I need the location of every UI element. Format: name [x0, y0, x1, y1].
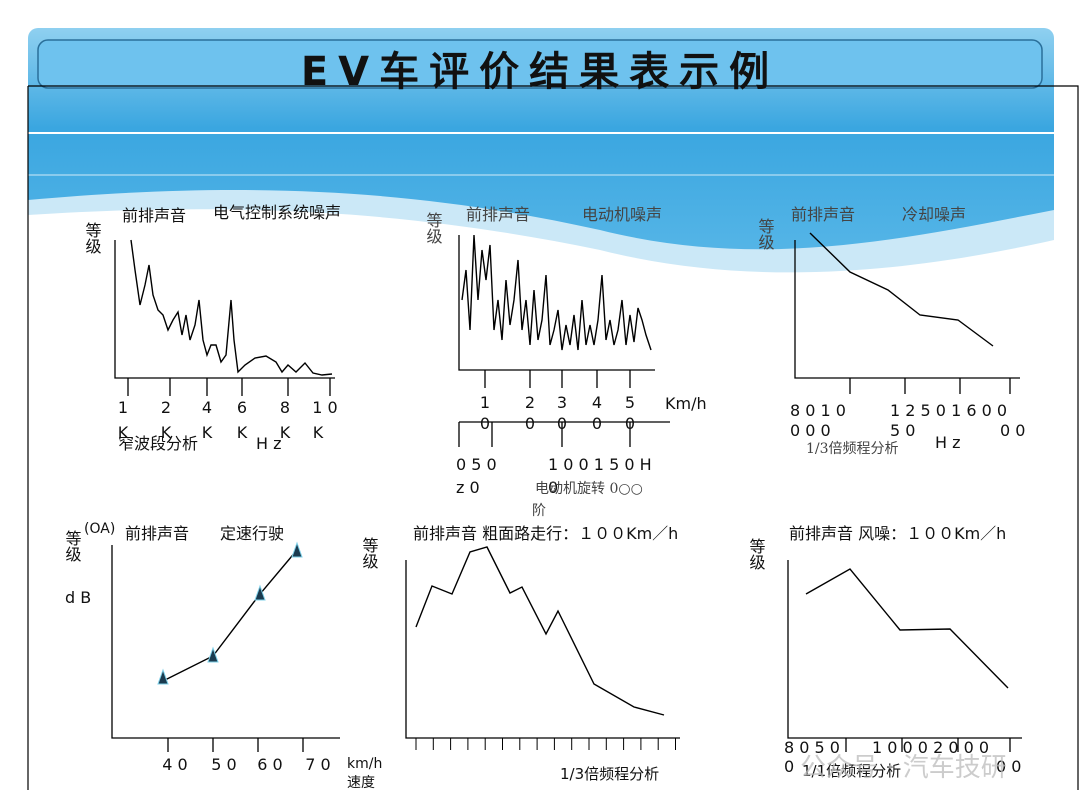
minor-ticks: [415, 738, 676, 750]
x-label: 电动机旋转 0○○: [535, 481, 643, 497]
curve: [805, 568, 1009, 689]
y-label: 等级: [756, 218, 775, 250]
tick-label: K: [202, 423, 213, 442]
axes: [111, 545, 340, 752]
x-label: 1/1倍频程分析: [802, 762, 901, 780]
tick-label: 0: [784, 757, 794, 776]
tick-label: 8: [280, 398, 290, 417]
y-unit: d B: [65, 588, 91, 607]
curve: [461, 234, 652, 351]
axes: [794, 240, 1020, 394]
tick-label: 0: [548, 478, 558, 497]
y-label: 等级: [83, 222, 102, 254]
tick-label: 4: [202, 398, 212, 417]
tick-label: 5 0: [211, 755, 236, 774]
watermark: 公众号 · 汽车技研: [800, 753, 1007, 783]
condition: 电动机噪声: [582, 205, 662, 224]
tick-label: 0 0: [996, 757, 1021, 776]
y-label: 等级: [63, 530, 82, 562]
axes: [458, 235, 670, 447]
unit: Km/h: [665, 394, 707, 413]
tick-label: K: [118, 423, 129, 442]
tick-label: 4 0: [162, 755, 187, 774]
axes: [114, 240, 335, 396]
tick-label: z 0: [456, 478, 480, 497]
tick-label: 1: [480, 393, 490, 412]
panel-title: 前排声音 粗面路走行：１００Km／h: [413, 524, 678, 543]
y-label: 等级: [360, 537, 379, 569]
curve: [415, 546, 665, 716]
condition: 电气控制系统噪声: [213, 203, 341, 222]
tick-label: 5 0: [890, 421, 915, 440]
tick-label: 6: [237, 398, 247, 417]
tick-label: 0: [625, 414, 635, 433]
tick-label: 5: [625, 393, 635, 412]
tick-label: 0: [557, 414, 567, 433]
x-label: 1/3倍频程分析: [560, 765, 659, 783]
tick-label: 2: [161, 398, 171, 417]
y-label: 等级: [424, 212, 443, 244]
title-box: [37, 39, 1043, 89]
axes: [787, 560, 1022, 752]
unit: km/h: [347, 756, 382, 772]
tick-label: K: [161, 423, 172, 442]
x-label: 1/3倍频程分析: [806, 441, 899, 457]
condition: 定速行驶: [220, 524, 284, 543]
curve: [130, 239, 333, 376]
ticks-6: 8 0 5 0 1 0 0 0 2 0 0 0 0 0 0: [784, 738, 1021, 776]
tick-label: 6 0: [257, 755, 282, 774]
y-label: 等级: [747, 538, 766, 570]
x-label: 阶: [532, 503, 546, 519]
tick-label: 1: [118, 398, 128, 417]
x-label: 窄波段分析: [118, 434, 198, 453]
tick-label: 2: [525, 393, 535, 412]
tick-label: 1 2 5 0 1 6 0 0: [890, 401, 1007, 420]
x-label: 速度: [347, 775, 375, 791]
tick-label: 4: [592, 393, 602, 412]
panel-title: 前排声音 风噪：１００Km／h: [789, 524, 1006, 543]
tick-label: 8 0 1 0: [790, 401, 846, 420]
frame: [27, 85, 1079, 790]
tick-label: K: [237, 423, 248, 442]
ticks-4: 4 0 5 0 6 0 7 0: [162, 755, 330, 774]
tick-label: 0 5 0: [456, 455, 497, 474]
tick-label: 7 0: [305, 755, 330, 774]
tick-label: 0: [592, 414, 602, 433]
condition: 冷却噪声: [902, 205, 966, 224]
markers: [157, 541, 303, 685]
curve: [809, 232, 994, 347]
tick-label: 1 0 0 1 5 0 H: [548, 455, 652, 474]
curve: [162, 549, 298, 682]
wave: [28, 209, 1054, 810]
ticks-3: 8 0 1 0 1 2 5 0 1 6 0 0 0 0 0 5 0 0 0: [790, 401, 1025, 440]
subject: 前排声音: [466, 205, 530, 224]
unit: H z: [256, 434, 282, 453]
title: EV车评价结果表示例: [301, 49, 779, 95]
ticks-1: 1 2 4 6 8 1 0 K K K K K K: [118, 398, 338, 442]
tick-label: 0 0 0: [790, 421, 831, 440]
prefix: (OA): [84, 521, 115, 537]
tick-label: 0 0: [1000, 421, 1025, 440]
tick-label: 0: [480, 414, 490, 433]
subject: 前排声音: [122, 206, 186, 225]
tick-label: 8 0 5 0: [784, 738, 840, 757]
ticks-2: 1 2 3 4 5 0 0 0 0 0 0 5 0 1 0 0 1 5 0 H z 0 0: [456, 393, 652, 497]
tick-label: 1 0 0 0 2 0 0 0: [872, 738, 989, 757]
tick-label: 1 0: [312, 398, 337, 417]
tick-label: K: [280, 423, 291, 442]
tick-label: 3: [557, 393, 567, 412]
unit: H z: [935, 433, 961, 452]
subject: 前排声音: [125, 524, 189, 543]
subject: 前排声音: [791, 205, 855, 224]
tick-label: 0: [525, 414, 535, 433]
tick-label: K: [313, 423, 324, 442]
